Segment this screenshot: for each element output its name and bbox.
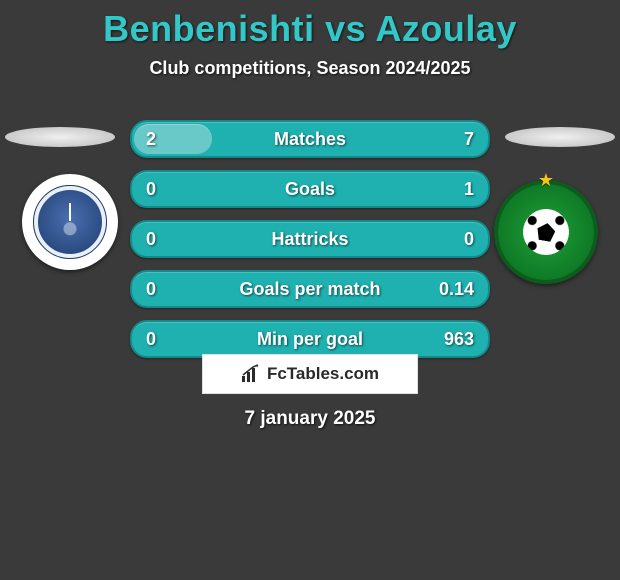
stat-right-value: 0	[450, 222, 488, 256]
date-label: 7 january 2025	[0, 408, 620, 430]
stat-right-value: 1	[450, 172, 488, 206]
stat-row-goals: 0 Goals 1	[130, 170, 490, 208]
club-badge-left	[22, 174, 118, 270]
shadow-ellipse-right	[505, 127, 615, 147]
star-icon: ★	[538, 170, 554, 191]
stat-right-value: 0.14	[425, 272, 488, 306]
stat-row-matches: 2 Matches 7	[130, 120, 490, 158]
stat-row-hattricks: 0 Hattricks 0	[130, 220, 490, 258]
soccer-ball-icon	[523, 209, 569, 255]
brand-box: FcTables.com	[202, 354, 418, 394]
page-title: Benbenishti vs Azoulay	[0, 0, 620, 50]
stat-right-value: 963	[430, 322, 488, 356]
stat-label: Goals	[132, 172, 488, 206]
brand-text: FcTables.com	[267, 364, 379, 384]
subtitle: Club competitions, Season 2024/2025	[0, 58, 620, 79]
stat-label: Matches	[132, 122, 488, 156]
club-badge-left-inner	[33, 185, 107, 259]
shadow-ellipse-left	[5, 127, 115, 147]
comparison-card: Benbenishti vs Azoulay Club competitions…	[0, 0, 620, 580]
stats-list: 2 Matches 7 0 Goals 1 0 Hattricks 0 0 Go…	[130, 120, 490, 370]
stat-row-min-per-goal: 0 Min per goal 963	[130, 320, 490, 358]
stat-row-goals-per-match: 0 Goals per match 0.14	[130, 270, 490, 308]
club-badge-right: ★	[494, 180, 598, 284]
bar-chart-icon	[241, 364, 261, 384]
stat-right-value: 7	[450, 122, 488, 156]
stat-label: Hattricks	[132, 222, 488, 256]
